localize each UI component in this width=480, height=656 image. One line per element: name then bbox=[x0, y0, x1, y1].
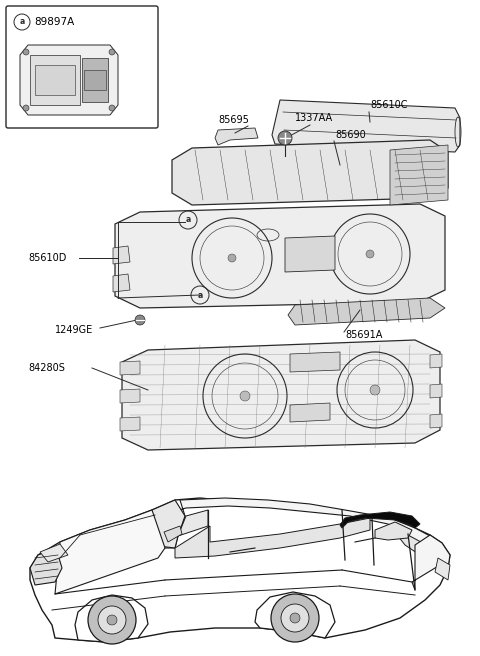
Polygon shape bbox=[20, 45, 118, 115]
Polygon shape bbox=[175, 518, 370, 558]
Polygon shape bbox=[340, 512, 420, 528]
Polygon shape bbox=[435, 558, 450, 580]
Polygon shape bbox=[120, 389, 140, 403]
Polygon shape bbox=[122, 340, 440, 450]
Circle shape bbox=[290, 613, 300, 623]
Text: 89897A: 89897A bbox=[34, 17, 74, 27]
Text: 1249GE: 1249GE bbox=[55, 325, 93, 335]
Polygon shape bbox=[158, 498, 435, 548]
Polygon shape bbox=[115, 204, 445, 308]
Circle shape bbox=[271, 594, 319, 642]
Polygon shape bbox=[430, 354, 442, 368]
Circle shape bbox=[281, 604, 309, 632]
Polygon shape bbox=[290, 352, 340, 372]
Polygon shape bbox=[138, 500, 185, 548]
Polygon shape bbox=[255, 592, 335, 638]
Polygon shape bbox=[272, 100, 460, 152]
Polygon shape bbox=[40, 544, 68, 562]
Text: 1337AA: 1337AA bbox=[295, 113, 333, 123]
Circle shape bbox=[240, 391, 250, 401]
Polygon shape bbox=[172, 140, 448, 205]
Polygon shape bbox=[75, 595, 148, 642]
Polygon shape bbox=[215, 128, 258, 145]
Polygon shape bbox=[55, 510, 165, 594]
Circle shape bbox=[135, 315, 145, 325]
Polygon shape bbox=[30, 55, 80, 105]
Circle shape bbox=[278, 131, 292, 145]
Polygon shape bbox=[82, 58, 108, 102]
FancyBboxPatch shape bbox=[6, 6, 158, 128]
Circle shape bbox=[88, 596, 136, 644]
Circle shape bbox=[23, 49, 29, 55]
Text: 85690: 85690 bbox=[335, 130, 366, 140]
Circle shape bbox=[98, 606, 126, 634]
Circle shape bbox=[23, 105, 29, 111]
Polygon shape bbox=[113, 274, 130, 292]
Polygon shape bbox=[113, 246, 130, 264]
Text: a: a bbox=[185, 216, 191, 224]
Polygon shape bbox=[285, 236, 335, 272]
Polygon shape bbox=[164, 526, 182, 542]
Text: 85695: 85695 bbox=[218, 115, 249, 125]
Polygon shape bbox=[398, 535, 440, 560]
Polygon shape bbox=[288, 298, 445, 325]
Circle shape bbox=[109, 49, 115, 55]
Polygon shape bbox=[35, 65, 75, 95]
Polygon shape bbox=[430, 414, 442, 428]
Polygon shape bbox=[120, 417, 140, 431]
Polygon shape bbox=[30, 548, 62, 585]
Circle shape bbox=[366, 250, 374, 258]
Polygon shape bbox=[375, 522, 412, 540]
Polygon shape bbox=[30, 498, 450, 642]
Polygon shape bbox=[412, 535, 450, 590]
Text: 84280S: 84280S bbox=[28, 363, 65, 373]
Polygon shape bbox=[84, 70, 106, 90]
Polygon shape bbox=[430, 384, 442, 398]
Circle shape bbox=[109, 105, 115, 111]
Polygon shape bbox=[178, 510, 208, 536]
Circle shape bbox=[370, 385, 380, 395]
Text: a: a bbox=[197, 291, 203, 300]
Circle shape bbox=[228, 254, 236, 262]
Polygon shape bbox=[120, 361, 140, 375]
Text: 85691A: 85691A bbox=[345, 330, 383, 340]
Text: 85610C: 85610C bbox=[370, 100, 408, 110]
Circle shape bbox=[107, 615, 117, 625]
Polygon shape bbox=[390, 145, 448, 205]
Text: a: a bbox=[19, 18, 24, 26]
Text: 85610D: 85610D bbox=[28, 253, 66, 263]
Polygon shape bbox=[290, 403, 330, 422]
